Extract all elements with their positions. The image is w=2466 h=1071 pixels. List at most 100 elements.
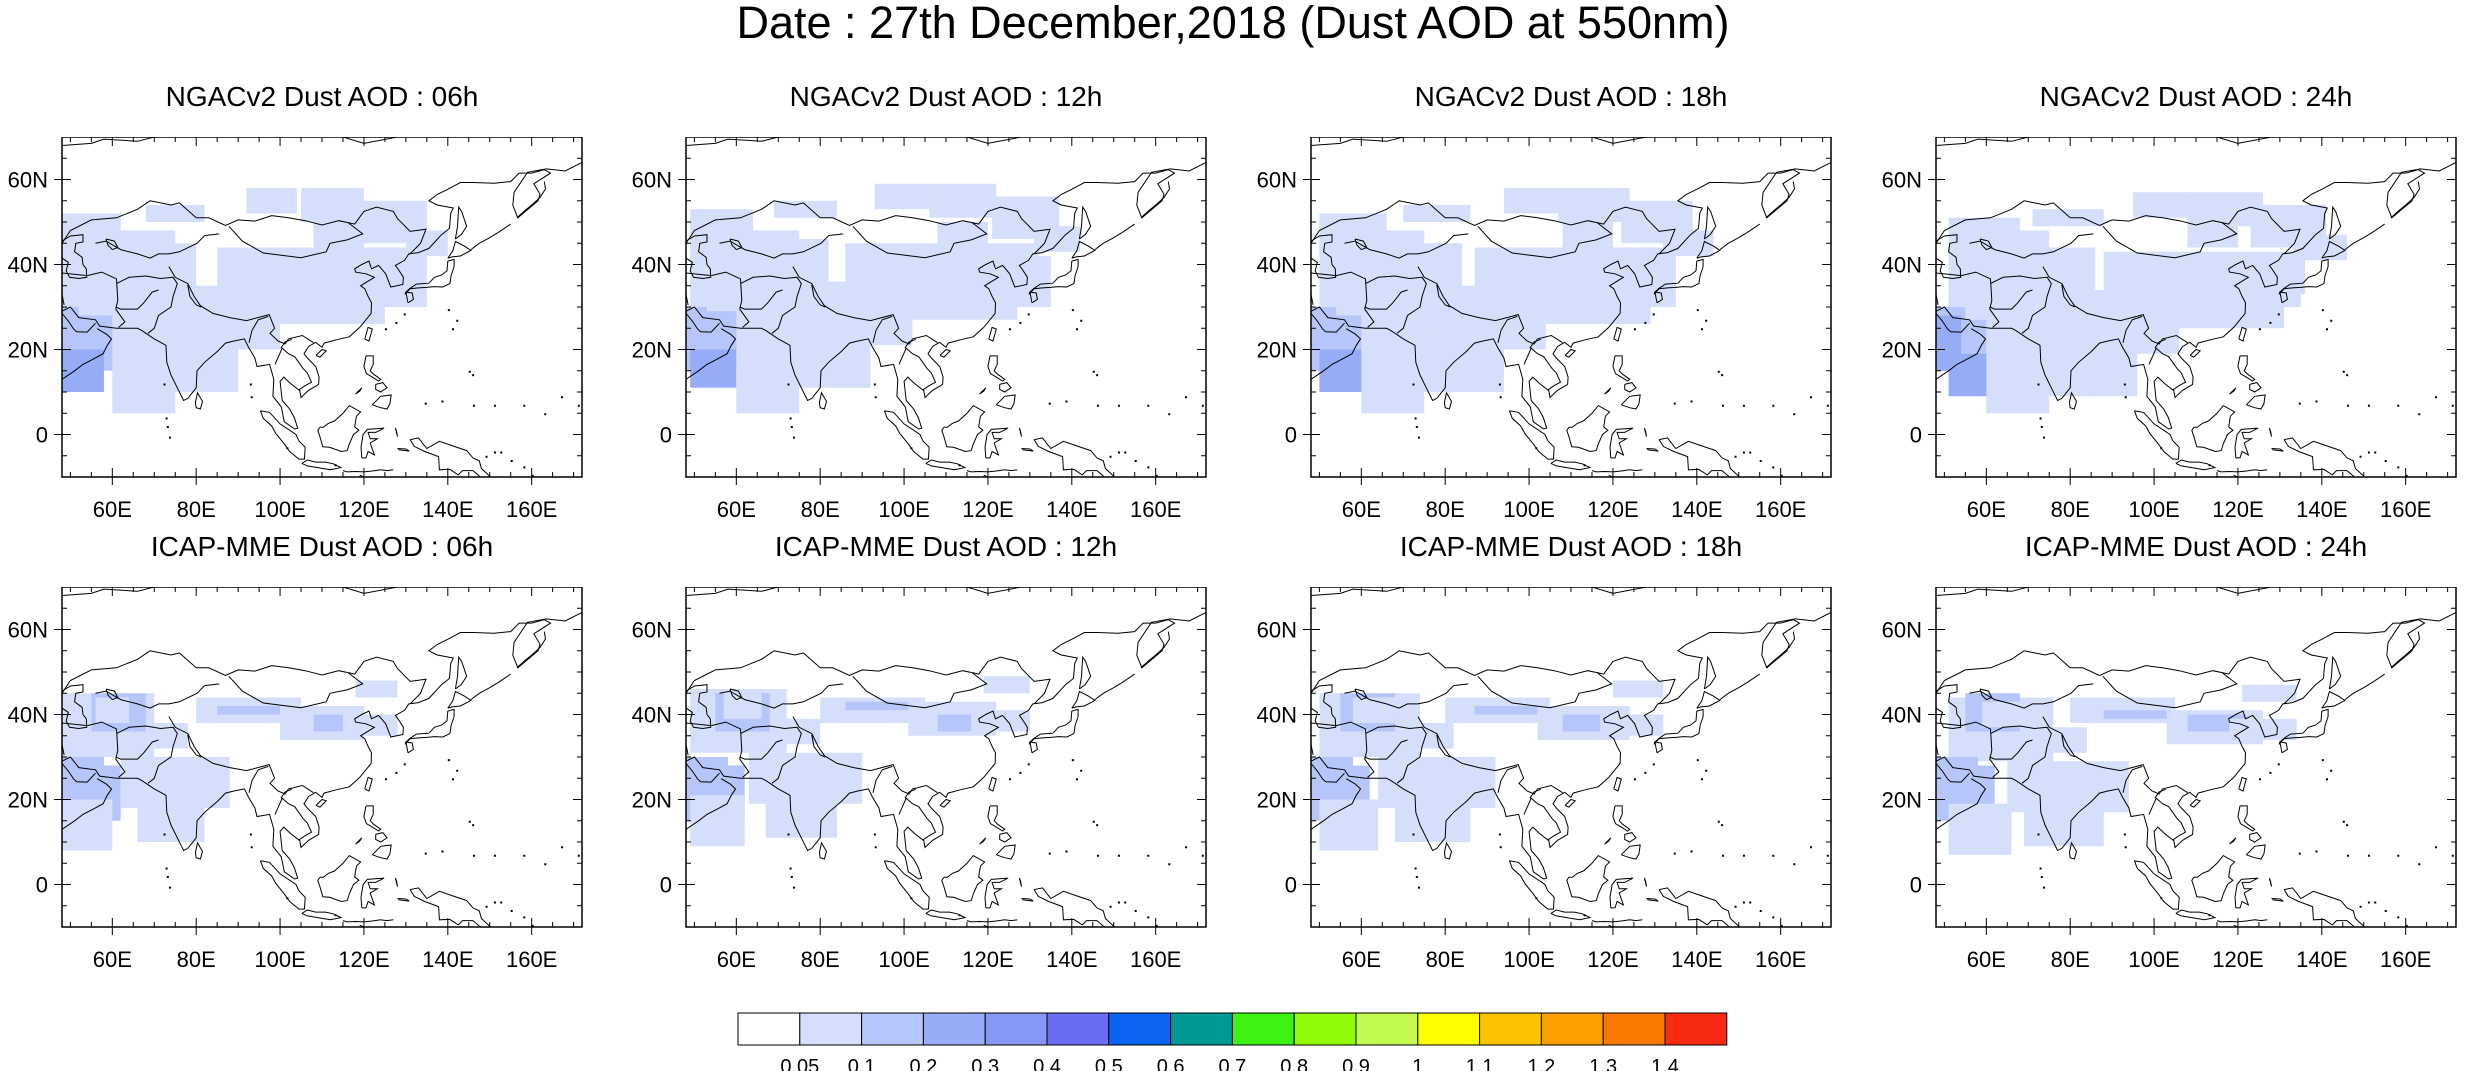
lon-tick-label: 140E xyxy=(2296,947,2347,972)
colorbar-label: 1.4 xyxy=(1651,1056,1679,1071)
colorbar-label: 0.7 xyxy=(1218,1056,1246,1071)
coastlines xyxy=(62,587,582,927)
lon-tick-label: 140E xyxy=(422,497,473,522)
colorbar-swatch xyxy=(861,1012,924,1046)
map-plot: 60E 80E 100E 120E 140E 160E 60N 40N 20N 0 xyxy=(1257,137,1832,522)
map-plot: 60E 80E 100E 120E 140E 160E 60N 40N 20N 0 xyxy=(632,587,1207,972)
colorbar-label: 0.9 xyxy=(1342,1056,1370,1071)
lon-tick-label: 120E xyxy=(962,947,1013,972)
lon-tick-label: 140E xyxy=(1046,947,1097,972)
lon-tick-label: 100E xyxy=(1503,947,1554,972)
lat-tick-label: 60N xyxy=(1882,618,1922,643)
colorbar-swatch xyxy=(1479,1012,1542,1046)
lon-tick-label: 120E xyxy=(2212,947,2263,972)
lon-tick-label: 60E xyxy=(1342,947,1381,972)
lon-tick-label: 100E xyxy=(2128,497,2179,522)
lon-tick-label: 80E xyxy=(801,947,840,972)
lon-tick-label: 140E xyxy=(1671,947,1722,972)
colorbar-swatch xyxy=(1602,1012,1666,1046)
coastlines xyxy=(686,137,1206,477)
lat-tick-label: 20N xyxy=(8,338,48,363)
lon-tick-label: 100E xyxy=(1503,497,1554,522)
map-plot: 60E 80E 100E 120E 140E 160E 60N 40N 20N 0 xyxy=(1257,587,1832,972)
lat-tick-label: 40N xyxy=(1257,253,1297,278)
colorbar-swatch xyxy=(984,1012,1048,1046)
coastlines xyxy=(62,137,582,477)
lon-tick-label: 120E xyxy=(962,497,1013,522)
lon-tick-label: 160E xyxy=(506,497,557,522)
colorbar-label: 1.3 xyxy=(1589,1056,1617,1071)
coastlines xyxy=(686,587,1206,927)
panel-title: ICAP-MME Dust AOD : 24h xyxy=(2024,531,2368,562)
lat-tick-label: 20N xyxy=(632,788,672,813)
panel-title: ICAP-MME Dust AOD : 18h xyxy=(1399,531,1743,562)
lat-tick-label: 60N xyxy=(632,168,672,193)
lat-tick-label: 0 xyxy=(36,423,48,448)
colorbar-swatch xyxy=(1108,1012,1172,1046)
lon-tick-label: 120E xyxy=(1587,497,1638,522)
lon-tick-label: 120E xyxy=(2212,497,2263,522)
coastlines xyxy=(1311,587,1831,927)
lat-tick-label: 60N xyxy=(632,618,672,643)
dust-aod-field xyxy=(1311,188,1714,414)
panel-title: NGACv2 Dust AOD : 12h xyxy=(789,81,1103,112)
lat-tick-label: 40N xyxy=(8,253,48,278)
colorbar-label: 1.2 xyxy=(1527,1056,1555,1071)
lon-tick-label: 80E xyxy=(2051,947,2090,972)
colorbar-label: 0.05 xyxy=(780,1056,819,1071)
lon-tick-label: 80E xyxy=(1426,947,1465,972)
colorbar-swatch xyxy=(1046,1012,1110,1046)
colorbar-label: 0.6 xyxy=(1157,1056,1185,1071)
lat-tick-label: 20N xyxy=(8,788,48,813)
colorbar-swatch xyxy=(922,1012,986,1046)
colorbar-label: 0.5 xyxy=(1095,1056,1123,1071)
lon-tick-label: 120E xyxy=(1587,947,1638,972)
lat-tick-label: 0 xyxy=(660,423,672,448)
lat-tick-label: 60N xyxy=(1257,168,1297,193)
lon-tick-label: 140E xyxy=(1046,497,1097,522)
colorbar-swatch xyxy=(1170,1012,1233,1046)
colorbar-swatch xyxy=(1355,1012,1419,1046)
lon-tick-label: 60E xyxy=(93,947,132,972)
coastlines xyxy=(1936,137,2456,477)
lat-tick-label: 60N xyxy=(1257,618,1297,643)
lon-tick-label: 140E xyxy=(422,947,473,972)
lon-tick-label: 100E xyxy=(2128,947,2179,972)
lon-tick-label: 160E xyxy=(506,947,557,972)
lon-tick-label: 100E xyxy=(254,497,305,522)
lat-tick-label: 20N xyxy=(632,338,672,363)
colorbar-swatch xyxy=(799,1012,863,1046)
panel-title: NGACv2 Dust AOD : 18h xyxy=(1414,81,1728,112)
panel-title: ICAP-MME Dust AOD : 06h xyxy=(150,531,494,562)
coastlines xyxy=(1936,587,2456,927)
lon-tick-label: 140E xyxy=(1671,497,1722,522)
lat-tick-label: 40N xyxy=(632,253,672,278)
lon-tick-label: 80E xyxy=(177,947,216,972)
lon-tick-label: 160E xyxy=(1755,947,1806,972)
map-plot: 60E 80E 100E 120E 140E 160E 60N 40N 20N 0 xyxy=(8,587,583,972)
lat-tick-label: 0 xyxy=(660,873,672,898)
lon-tick-label: 160E xyxy=(1130,497,1181,522)
lat-tick-label: 40N xyxy=(1257,703,1297,728)
lat-tick-label: 0 xyxy=(1910,873,1922,898)
lat-tick-label: 0 xyxy=(1285,423,1297,448)
lon-tick-label: 140E xyxy=(2296,497,2347,522)
lon-tick-label: 120E xyxy=(338,947,389,972)
lat-tick-label: 20N xyxy=(1257,338,1297,363)
lat-tick-label: 20N xyxy=(1882,788,1922,813)
lon-tick-label: 80E xyxy=(2051,497,2090,522)
panel-title: ICAP-MME Dust AOD : 12h xyxy=(774,531,1118,562)
lat-tick-label: 0 xyxy=(36,873,48,898)
lat-tick-label: 20N xyxy=(1257,788,1297,813)
map-plot: 60E 80E 100E 120E 140E 160E 60N 40N 20N 0 xyxy=(8,137,583,522)
colorbar-swatch xyxy=(1293,1012,1357,1046)
lat-tick-label: 60N xyxy=(8,618,48,643)
lon-tick-label: 80E xyxy=(1426,497,1465,522)
colorbar-label: 1 xyxy=(1412,1056,1423,1071)
colorbar-label: 0.1 xyxy=(848,1056,876,1071)
panel-title: NGACv2 Dust AOD : 24h xyxy=(2039,81,2353,112)
coastlines xyxy=(1311,137,1831,477)
lat-tick-label: 0 xyxy=(1285,873,1297,898)
lon-tick-label: 160E xyxy=(2380,947,2431,972)
